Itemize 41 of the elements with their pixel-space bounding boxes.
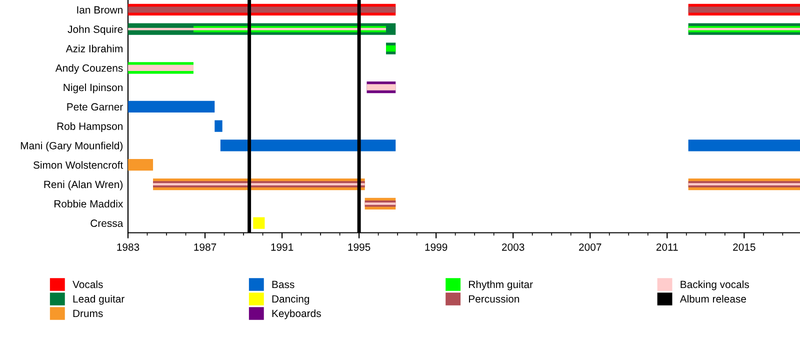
legend-label: Keyboards <box>272 309 321 320</box>
y-tick-label: Pete Garner <box>67 103 123 111</box>
bar <box>220 140 396 152</box>
y-tick-label: Cressa <box>90 220 124 227</box>
bar <box>128 100 215 112</box>
bar <box>128 6 396 13</box>
legend-label: Lead guitar <box>73 294 124 305</box>
y-tick-label: Andy Couzens <box>55 64 123 74</box>
legend-label: Vocals <box>72 280 103 288</box>
legend-label: Album release <box>680 294 746 303</box>
bar <box>688 140 800 152</box>
x-tick-label: 2015 <box>733 243 756 251</box>
y-tick-label: John Squire <box>68 25 123 36</box>
bar <box>253 217 265 229</box>
x-tick-label: 2007 <box>579 243 602 251</box>
legend-label: Rhythm guitar <box>469 280 533 290</box>
y-tick-label: Simon Wolstencroft <box>33 161 124 169</box>
legend-label: Drums <box>73 310 103 318</box>
legend-label: Backing vocals <box>680 280 749 290</box>
x-tick-label: 2011 <box>656 243 678 251</box>
x-tick-label: 1999 <box>425 243 448 251</box>
y-tick-label: Rob Hampson <box>57 122 122 132</box>
y-tick-label: Mani (Gary Mounfield) <box>20 142 122 152</box>
x-tick-label: 1991 <box>271 243 294 251</box>
bar <box>214 120 222 132</box>
x-tick-label: 2003 <box>502 243 524 251</box>
y-tick-label: Aziz Ibrahim <box>66 44 122 52</box>
bar <box>128 28 386 30</box>
x-tick-label: 1995 <box>348 243 370 251</box>
y-tick-label: Reni (Alan Wren) <box>44 180 122 190</box>
legend-label: Bass <box>272 280 294 288</box>
y-tick-label: Nigel Ipinson <box>64 84 122 94</box>
legend-label: Dancing <box>272 294 310 305</box>
bar <box>386 45 396 52</box>
bar <box>128 159 154 171</box>
bar <box>688 6 800 13</box>
x-tick-label: 1983 <box>117 243 140 251</box>
x-tick-label: 1987 <box>194 243 216 251</box>
y-tick-label: Robbie Maddix <box>54 200 124 208</box>
y-tick-label: Ian Brown <box>77 6 122 14</box>
legend-label: Percussion <box>469 294 520 303</box>
